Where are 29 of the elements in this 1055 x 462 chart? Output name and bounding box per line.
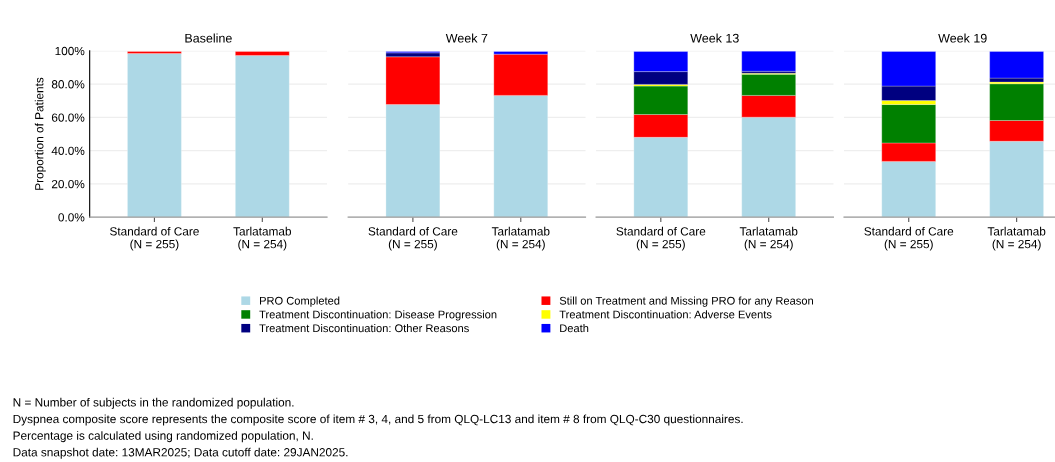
text: N = Number of subjects in the randomized population. — [13, 397, 294, 409]
y-tick-label: 60.0% — [51, 113, 85, 122]
legend-label: PRO Completed — [260, 296, 340, 307]
chart-title: Baseline — [185, 33, 232, 43]
x-tick-label: Tarlatamab (N = 254) — [739, 226, 798, 251]
legend-label: Treatment Discontinuation: Adverse Events — [559, 310, 772, 319]
text: Data snapshot date: 13MAR2025; Data cutoff date: 29JAN2025. — [13, 447, 348, 459]
y-tick-label: 0.0% — [58, 213, 85, 222]
legend-label: Still on Treatment and Missing PRO for any Reason — [559, 296, 813, 307]
y-tick-label: 80.0% — [51, 80, 85, 89]
y-tick-label: 20.0% — [51, 179, 85, 189]
x-tick-label: Tarlatamab (N = 254) — [233, 226, 292, 251]
legend-label: Treatment Discontinuation: Disease Progression — [259, 310, 497, 321]
x-tick-label: Standard of Care (N = 255) — [368, 226, 458, 251]
y-tick-label: 100% — [55, 46, 85, 56]
x-tick-label: Standard of Care (N = 255) — [616, 226, 706, 251]
chart-title: Week 19 — [938, 33, 987, 43]
chart-title: Week 13 — [690, 33, 739, 43]
x-tick-label: Standard of Care (N = 255) — [864, 226, 954, 251]
y-axis-title: Proportion of Patients — [34, 77, 46, 190]
text: Dyspnea composite score represents the composite score of item # 3, 4, and 5 from QLQ-LC13 and item # 8 from QLQ-C30 questionnaires. — [13, 414, 743, 426]
x-tick-label: Tarlatamab (N = 254) — [987, 226, 1046, 251]
x-tick-label: Tarlatamab (N = 254) — [491, 226, 550, 251]
legend-label: Death — [560, 324, 589, 333]
chart-title: Week 7 — [445, 33, 488, 43]
legend-label: Treatment Discontinuation: Other Reasons — [259, 324, 469, 333]
x-tick-label: Standard of Care (N = 255) — [110, 226, 199, 251]
text: Percentage is calculated using randomized population, N. — [13, 431, 313, 443]
y-tick-label: 40.0% — [51, 146, 85, 156]
